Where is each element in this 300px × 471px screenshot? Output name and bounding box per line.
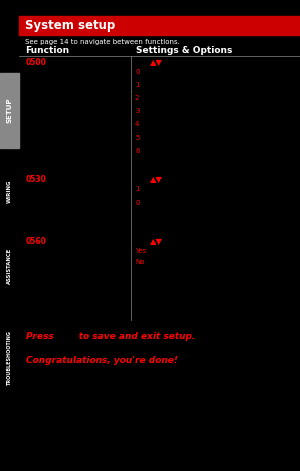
Text: Press        to save and exit setup.: Press to save and exit setup. bbox=[26, 332, 195, 341]
Text: 5: 5 bbox=[135, 135, 140, 140]
Text: ASSISTANCE: ASSISTANCE bbox=[7, 248, 12, 284]
Text: 0500: 0500 bbox=[26, 57, 46, 67]
Text: Yes: Yes bbox=[135, 248, 146, 253]
Text: 0: 0 bbox=[135, 69, 140, 74]
Text: 0560: 0560 bbox=[26, 236, 46, 246]
Text: See page 14 to navigate between functions.: See page 14 to navigate between function… bbox=[25, 40, 179, 45]
Text: System setup: System setup bbox=[25, 19, 115, 32]
Text: TROUBLESHOOTING: TROUBLESHOOTING bbox=[7, 331, 12, 385]
Text: SETUP: SETUP bbox=[6, 98, 12, 123]
Text: No: No bbox=[135, 260, 145, 265]
Text: 4: 4 bbox=[135, 122, 140, 127]
Text: 0: 0 bbox=[135, 200, 140, 205]
Text: WIRING: WIRING bbox=[7, 179, 12, 203]
Text: 3: 3 bbox=[135, 108, 140, 114]
Text: ▲▼: ▲▼ bbox=[150, 175, 163, 185]
Text: ▲▼: ▲▼ bbox=[150, 236, 163, 246]
Text: 6: 6 bbox=[135, 148, 140, 154]
Text: 0530: 0530 bbox=[26, 175, 46, 185]
Text: Settings & Options: Settings & Options bbox=[136, 46, 233, 55]
Text: 1: 1 bbox=[135, 187, 140, 192]
Text: Function: Function bbox=[26, 46, 70, 55]
Text: 2: 2 bbox=[135, 95, 140, 101]
Text: Congratulations, you're done!: Congratulations, you're done! bbox=[26, 356, 178, 365]
Text: ▲▼: ▲▼ bbox=[150, 57, 163, 67]
Text: 1: 1 bbox=[135, 82, 140, 88]
